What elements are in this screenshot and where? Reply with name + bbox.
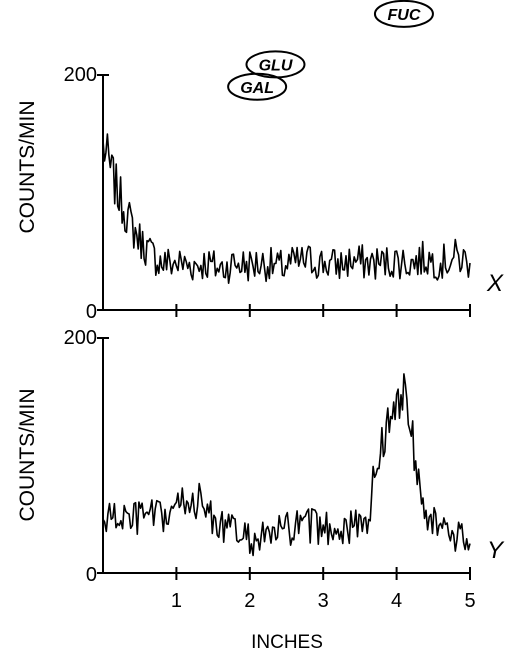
series-line <box>102 373 471 557</box>
x-tick-label: 3 <box>318 590 329 612</box>
x-axis-label: INCHES <box>251 632 323 653</box>
annotation-ellipse <box>373 0 434 28</box>
series-line <box>102 133 471 285</box>
panel-label: X <box>486 270 504 297</box>
annotation-label: GLU <box>259 57 293 74</box>
x-tick-label: 1 <box>171 590 182 612</box>
x-tick-label: 5 <box>464 590 475 612</box>
annotation-ellipse <box>227 72 288 101</box>
chart-marks: GLU GAL FUC 1 2 3 4 5 <box>97 0 476 612</box>
x-tick-label: 4 <box>391 590 402 612</box>
annotation-label: GAL <box>240 80 274 97</box>
y-tick-label: 200 <box>64 327 97 349</box>
annotation-label: FUC <box>387 7 420 24</box>
x-tick-label: 2 <box>244 590 255 612</box>
y-tick-label: 0 <box>86 301 97 323</box>
y-tick-label: 200 <box>64 64 97 86</box>
panel-y: 200 0 COUNTS/MIN Y INCHES <box>16 327 505 653</box>
y-axis-label: COUNTS/MIN <box>16 101 39 234</box>
y-tick-label: 0 <box>86 564 97 586</box>
panel-x: 200 0 COUNTS/MIN X <box>16 64 504 323</box>
y-axis-label: COUNTS/MIN <box>16 389 39 522</box>
panel-label: Y <box>487 537 505 564</box>
